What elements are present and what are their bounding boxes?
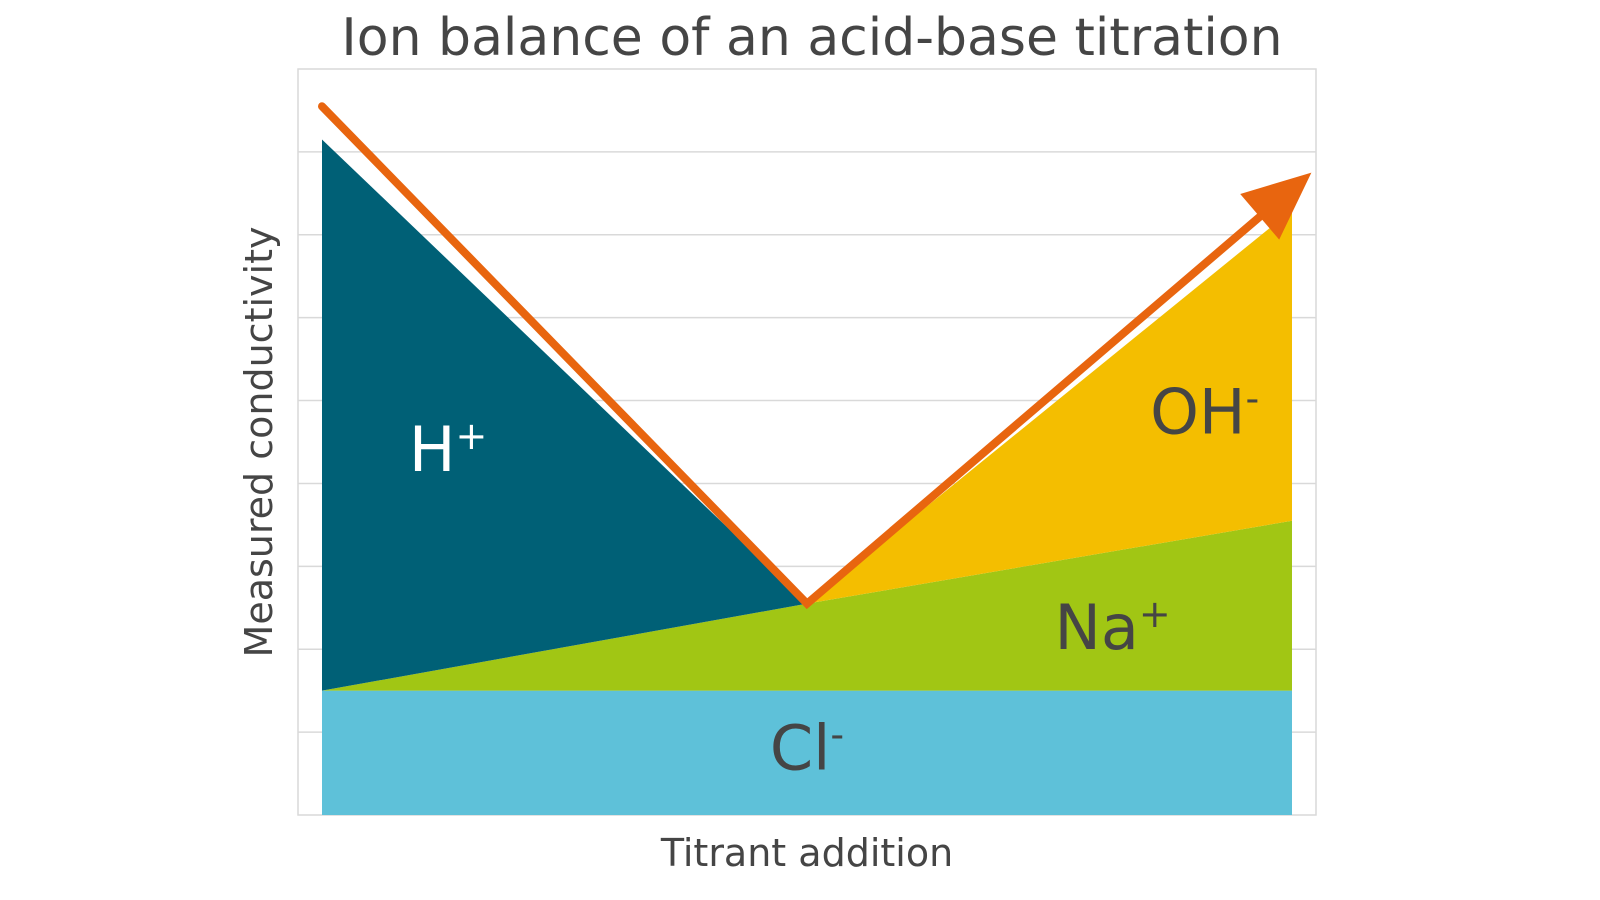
ion-charge-h: + bbox=[455, 414, 487, 458]
ion-areas bbox=[322, 139, 1292, 815]
ion-symbol-oh: OH bbox=[1150, 376, 1245, 449]
area-h bbox=[322, 139, 807, 691]
ion-symbol-na: Na bbox=[1054, 591, 1138, 664]
area-cl bbox=[322, 690, 1292, 815]
ion-label-oh: OH- bbox=[1150, 376, 1259, 449]
y-axis-label: Measured conductivity bbox=[237, 227, 281, 658]
conductivity-line-layer bbox=[318, 102, 1312, 610]
ion-label-cl: Cl- bbox=[770, 711, 844, 784]
ion-charge-oh: - bbox=[1246, 377, 1260, 421]
ion-symbol-h: H bbox=[409, 413, 456, 486]
ion-labels: Cl-Na+H+ OH- bbox=[409, 376, 1259, 785]
ion-label-na: Na+ bbox=[1054, 591, 1170, 664]
ion-symbol-cl: Cl bbox=[770, 711, 831, 784]
ion-charge-na: + bbox=[1139, 592, 1171, 636]
ion-label-h: H+ bbox=[409, 413, 487, 486]
chart-title: Ion balance of an acid-base titration bbox=[341, 8, 1282, 68]
ion-charge-cl: - bbox=[830, 712, 844, 756]
conductivity-line bbox=[318, 102, 1264, 610]
x-axis-label: Titrant addition bbox=[660, 831, 953, 875]
conductivity-arrowhead bbox=[1240, 172, 1312, 240]
area-oh bbox=[807, 209, 1292, 604]
